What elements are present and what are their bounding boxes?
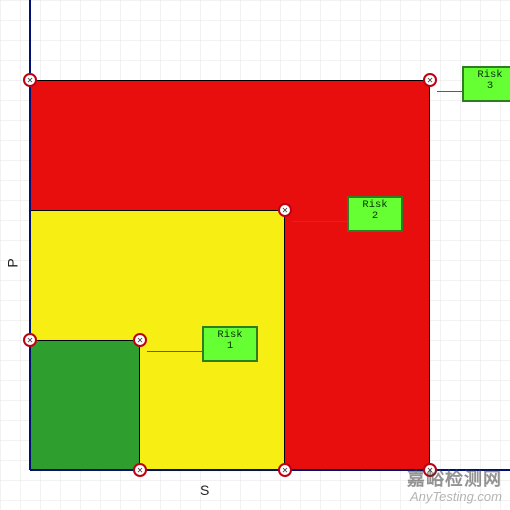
x-axis-label: S — [200, 482, 209, 498]
corner-marker: ✕ — [278, 463, 292, 477]
corner-marker: ✕ — [133, 333, 147, 347]
corner-marker: ✕ — [23, 73, 37, 87]
risk-callout: Risk 1 — [147, 326, 258, 362]
y-axis — [29, 0, 31, 470]
risk-callout: Risk 3 — [437, 66, 510, 102]
corner-marker: ✕ — [133, 463, 147, 477]
callout-label: Risk 2 — [347, 196, 403, 232]
callout-label: Risk 1 — [202, 326, 258, 362]
risk-diagram: S P ✕✕✕✕✕✕✕✕ Risk 1Risk 2Risk 3 嘉峪检测网 An… — [0, 0, 510, 510]
y-axis-label: P — [5, 258, 21, 267]
callout-connector — [437, 91, 462, 92]
risk-1-region — [30, 340, 140, 470]
x-axis — [30, 469, 510, 471]
risk-callout: Risk 2 — [292, 196, 403, 232]
corner-marker: ✕ — [423, 463, 437, 477]
corner-marker: ✕ — [423, 73, 437, 87]
callout-label: Risk 3 — [462, 66, 510, 102]
corner-marker: ✕ — [23, 333, 37, 347]
callout-connector — [292, 221, 347, 222]
callout-connector — [147, 351, 202, 352]
corner-marker: ✕ — [278, 203, 292, 217]
